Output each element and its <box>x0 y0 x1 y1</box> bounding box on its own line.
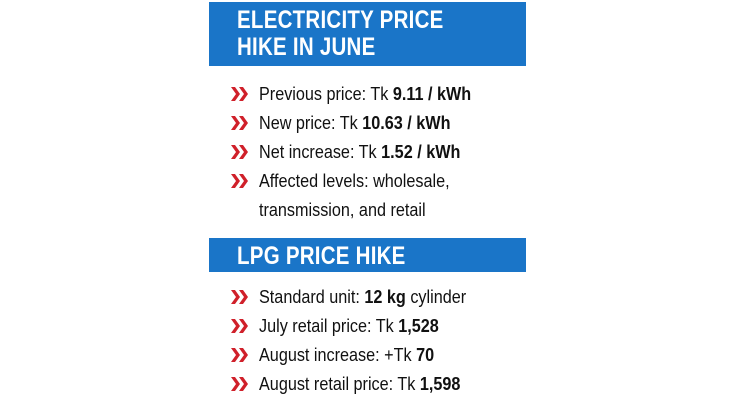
list-item: Affected levels: wholesale, <box>230 167 471 195</box>
list-item: Previous price: Tk 9.11 / kWh <box>230 80 495 108</box>
item-label: August retail price: Tk <box>259 373 416 394</box>
item-value: 1,528 <box>398 315 439 336</box>
item-value: 10.63 / kWh <box>362 112 451 133</box>
item-text: Previous price: Tk 9.11 / kWh <box>259 84 471 105</box>
item-label: July retail price: Tk <box>259 315 394 336</box>
item-text: August retail price: Tk 1,598 <box>259 374 460 395</box>
item-value: 12 kg <box>364 286 406 307</box>
section-title: LPG PRICE HIKE <box>237 242 406 270</box>
item-label: New price: Tk <box>259 112 358 133</box>
section-header: ELECTRICITY PRICE HIKE IN JUNE <box>209 2 526 66</box>
chevron-icon <box>231 290 248 304</box>
item-value: 1,598 <box>419 373 461 394</box>
chevron-icon <box>231 319 248 333</box>
chevron-icon <box>231 377 248 391</box>
item-label: Affected levels: wholesale, <box>259 170 450 191</box>
list-item: August increase: +Tk 70 <box>230 341 454 369</box>
item-label: Standard unit: <box>259 286 360 307</box>
item-text: July retail price: Tk 1,528 <box>259 316 439 337</box>
section-title: HIKE IN JUNE <box>237 33 376 61</box>
item-text: Net increase: Tk 1.52 / kWh <box>259 142 460 163</box>
chevron-icon <box>231 348 248 362</box>
chevron-icon <box>231 116 248 130</box>
item-label: Net increase: Tk <box>259 141 377 162</box>
item-value: 9.11 / kWh <box>392 83 472 104</box>
section-header: LPG PRICE HIKE <box>209 238 526 272</box>
item-label: August increase: +Tk <box>259 344 412 365</box>
chevron-icon <box>231 87 248 101</box>
item-text: Standard unit: 12 kg cylinder <box>259 287 466 308</box>
item-value: 70 <box>416 344 435 365</box>
section-title: ELECTRICITY PRICE <box>237 6 444 34</box>
list-item: July retail price: Tk 1,528 <box>230 312 459 340</box>
item-value: 1.52 / kWh <box>381 141 461 162</box>
item-continuation: transmission, and retail <box>259 200 426 220</box>
list-item: New price: Tk 10.63 / kWh <box>230 109 472 137</box>
item-text: New price: Tk 10.63 / kWh <box>259 113 450 134</box>
list-item: August retail price: Tk 1,598 <box>230 370 483 398</box>
chevron-icon <box>231 174 248 188</box>
item-label: Previous price: Tk <box>259 83 389 104</box>
list-item: Standard unit: 12 kg cylinder <box>230 283 489 311</box>
item-text: August increase: +Tk 70 <box>259 345 434 366</box>
list-item: Net increase: Tk 1.52 / kWh <box>230 138 483 166</box>
item-suffix: cylinder <box>410 286 467 307</box>
chevron-icon <box>231 145 248 159</box>
item-text: Affected levels: wholesale, <box>259 171 450 192</box>
